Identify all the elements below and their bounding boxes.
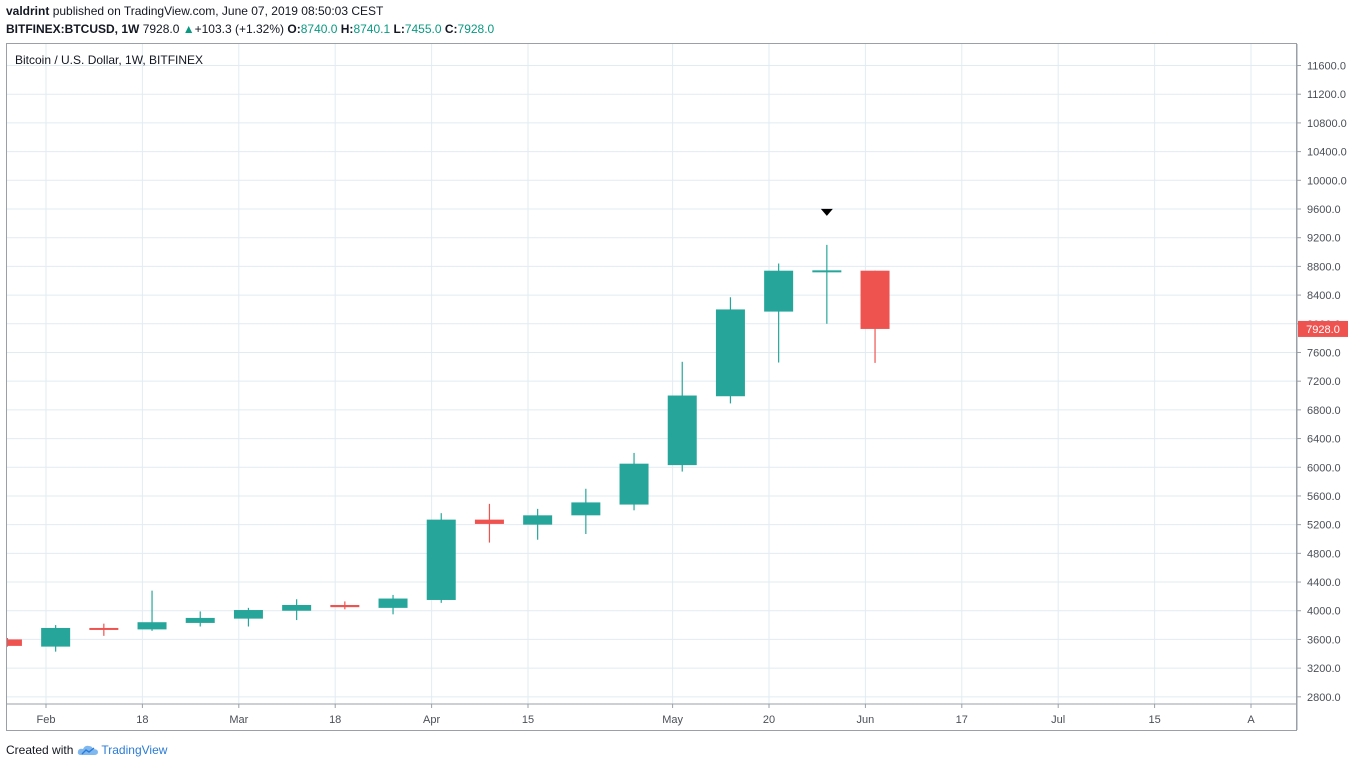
open-value: 8740.0 — [300, 22, 338, 36]
candle-body-up — [619, 463, 649, 505]
last-price-badge — [1298, 320, 1348, 337]
candle-body-up — [282, 605, 312, 611]
y-tick-label: 10000.0 — [1307, 175, 1347, 187]
created-with-label: Created with — [6, 743, 74, 757]
y-tick-label: 8800.0 — [1307, 261, 1341, 273]
y-tick-label: 7600.0 — [1307, 347, 1341, 359]
cloud-logo-icon — [78, 745, 99, 755]
x-tick-label: Feb — [37, 714, 56, 726]
price-change: +103.3 (+1.32%) — [194, 22, 285, 36]
x-tick-label: Mar — [229, 714, 248, 726]
high-label: H: — [340, 22, 354, 36]
ticker-line: BITFINEX:BTCUSD, 1W 7928.0 ▲+103.3 (+1.3… — [6, 22, 494, 36]
open-label: O: — [287, 22, 301, 36]
candle-body-up — [715, 309, 745, 397]
candles-group — [7, 244, 890, 652]
y-tick-label: 9600.0 — [1307, 204, 1341, 216]
y-tick-label: 3200.0 — [1307, 663, 1341, 675]
author-name[interactable]: valdrint — [6, 4, 50, 18]
y-tick-label: 11200.0 — [1307, 89, 1346, 101]
x-tick-label: 15 — [522, 714, 534, 726]
y-tick-label: 5200.0 — [1307, 520, 1341, 532]
x-tick-label: Jun — [857, 714, 875, 726]
candle-body-down — [474, 519, 504, 524]
x-tick-label: 17 — [956, 714, 968, 726]
y-tick-label: 10800.0 — [1307, 118, 1347, 130]
high-value: 8740.1 — [353, 22, 391, 36]
y-tick-label: 11600.0 — [1307, 61, 1346, 73]
y-tick-label: 6800.0 — [1307, 405, 1341, 417]
x-tick-label: Apr — [423, 714, 440, 726]
x-tick-label: Jul — [1051, 714, 1065, 726]
y-tick-label: 8400.0 — [1307, 290, 1341, 302]
last-price-label: 7928.0 — [1306, 324, 1340, 336]
symbol-label: BITFINEX:BTCUSD, 1W — [6, 22, 140, 36]
x-tick-label: 20 — [763, 714, 775, 726]
candle-body-up — [41, 627, 71, 647]
y-tick-label: 3600.0 — [1307, 634, 1341, 646]
low-value: 7455.0 — [404, 22, 442, 36]
footer: Created with TradingView — [6, 743, 167, 757]
candle-body-up — [764, 270, 794, 312]
candle-body-down — [860, 270, 890, 329]
candle-body-up — [233, 610, 263, 619]
candle-body-up — [523, 515, 553, 525]
publish-info: valdrint published on TradingView.com, J… — [6, 4, 383, 18]
y-tick-label: 9200.0 — [1307, 233, 1341, 245]
candle-body-up — [378, 598, 408, 608]
chart-legend: Bitcoin / U.S. Dollar, 1W, BITFINEX — [15, 53, 204, 67]
x-tick-label: 18 — [136, 714, 148, 726]
candle-body-down — [89, 627, 119, 630]
y-tick-label: 7200.0 — [1307, 376, 1341, 388]
y-tick-label: 4000.0 — [1307, 606, 1341, 618]
close-value: 7928.0 — [457, 22, 495, 36]
candle-body-down — [7, 639, 22, 646]
low-label: L: — [393, 22, 405, 36]
down-arrow-marker — [820, 208, 833, 216]
published-text: published on TradingView.com, June 07, 2… — [52, 4, 384, 18]
candle-body-up — [571, 502, 601, 516]
candle-body-down — [330, 605, 360, 608]
x-tick-label: 18 — [329, 714, 341, 726]
x-tick-label: 15 — [1148, 714, 1160, 726]
y-tick-label: 6000.0 — [1307, 462, 1341, 474]
y-tick-label: 2800.0 — [1307, 692, 1341, 704]
candle-body-up — [137, 622, 167, 630]
y-tick-label: 10400.0 — [1307, 147, 1347, 159]
brand-name: TradingView — [101, 743, 168, 757]
candle-body-up — [426, 519, 456, 600]
last-price: 7928.0 — [142, 22, 180, 36]
y-tick-label: 6400.0 — [1307, 434, 1341, 446]
candle-body-up — [812, 270, 842, 273]
tradingview-link[interactable]: TradingView — [77, 743, 167, 757]
x-tick-label: A — [1247, 714, 1255, 726]
close-label: C: — [444, 22, 458, 36]
x-tick-label: May — [662, 714, 683, 726]
y-tick-label: 4800.0 — [1307, 548, 1341, 560]
candle-body-up — [185, 617, 215, 623]
chart-frame — [6, 43, 1297, 731]
y-tick-label: 5600.0 — [1307, 491, 1341, 503]
candle-body-up — [667, 395, 697, 466]
up-triangle-icon: ▲ — [182, 22, 195, 36]
y-tick-label: 4400.0 — [1307, 577, 1341, 589]
